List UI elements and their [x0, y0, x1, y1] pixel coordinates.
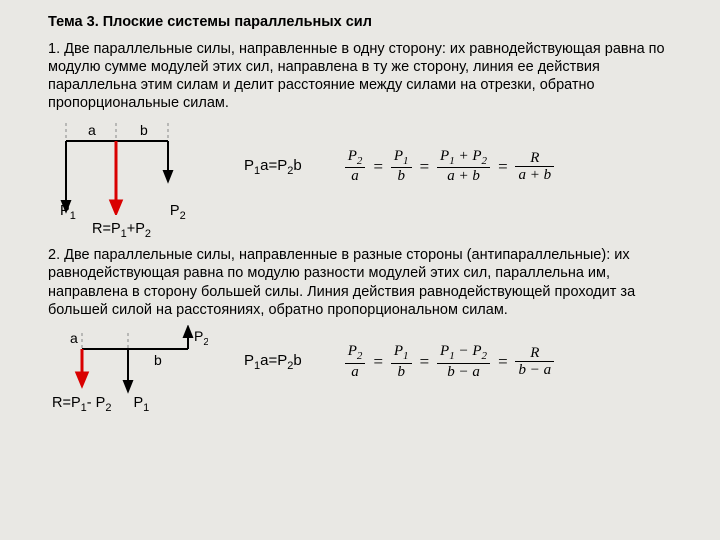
- paragraph-1: 1. Две параллельные силы, направленные в…: [48, 40, 686, 113]
- diagram-2-labels: R=P1- P2 P1: [48, 395, 686, 414]
- label-b2: b: [154, 352, 162, 368]
- label-a2: a: [70, 330, 78, 346]
- eq1-simple: P1a=P2b: [244, 157, 302, 177]
- label-b: b: [140, 122, 148, 138]
- eq2-simple: P1a=P2b: [244, 352, 302, 372]
- diagram-2: a b P2: [48, 325, 208, 399]
- label-P2-d2: P2: [194, 328, 208, 348]
- paragraph-2: 2. Две параллельные силы, направленные в…: [48, 246, 686, 319]
- label-a: a: [88, 122, 96, 138]
- formula-1: P2a = P1b = P1 + P2a + b = Ra + b: [342, 148, 557, 185]
- diagram-1: a b: [48, 119, 208, 215]
- row-diagram-1: a b P1a=P2b P2a = P1b = P1 + P2a + b = R…: [48, 119, 686, 215]
- row-diagram-2: a b P2 P1a=P2b P2a = P1b = P1 − P2b − a …: [48, 325, 686, 399]
- diagram-1-labels: P1 P2 R=P1+P2: [48, 203, 686, 241]
- page-title: Тема 3. Плоские системы параллельных сил: [48, 14, 686, 30]
- formula-2: P2a = P1b = P1 − P2b − a = Rb − a: [342, 343, 557, 380]
